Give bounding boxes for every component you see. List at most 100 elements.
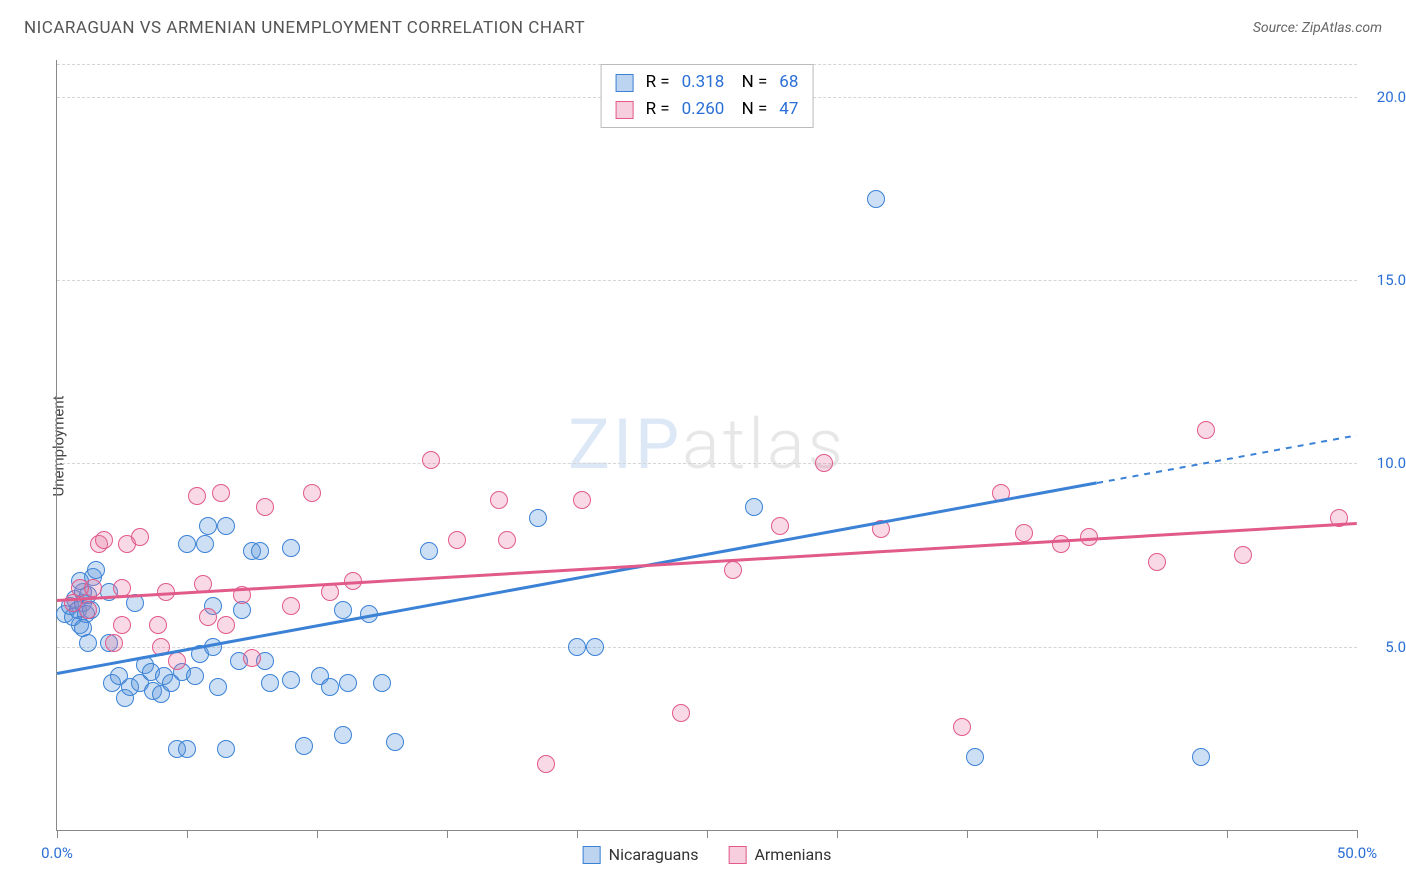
scatter-point	[199, 608, 217, 626]
scatter-point	[1015, 524, 1033, 542]
scatter-point	[199, 517, 217, 535]
scatter-point	[79, 601, 97, 619]
scatter-point	[490, 491, 508, 509]
scatter-point	[339, 674, 357, 692]
stat-n-value: 47	[779, 96, 798, 123]
ytick-label: 15.0%	[1362, 271, 1406, 289]
scatter-point	[1148, 553, 1166, 571]
scatter-point	[386, 733, 404, 751]
ytick-label: 20.0%	[1362, 88, 1406, 106]
scatter-point	[95, 531, 113, 549]
stats-row: R = 0.260 N = 47	[616, 96, 799, 123]
scatter-point	[1052, 535, 1070, 553]
stat-r-label: R =	[646, 69, 670, 96]
scatter-point	[131, 528, 149, 546]
scatter-point	[1234, 546, 1252, 564]
scatter-point	[303, 484, 321, 502]
legend-swatch	[583, 846, 601, 864]
stat-n-label: N =	[742, 96, 768, 123]
stats-row: R = 0.318 N = 68	[616, 69, 799, 96]
scatter-point	[867, 190, 885, 208]
xtick	[317, 830, 318, 838]
scatter-point	[771, 517, 789, 535]
watermark-atlas: atlas	[682, 404, 846, 486]
scatter-point	[87, 561, 105, 579]
scatter-point	[586, 638, 604, 656]
scatter-point	[1192, 748, 1210, 766]
gridline-h	[57, 463, 1357, 464]
title-bar: NICARAGUAN VS ARMENIAN UNEMPLOYMENT CORR…	[24, 12, 1382, 44]
scatter-point	[448, 531, 466, 549]
scatter-point	[162, 674, 180, 692]
xtick	[447, 830, 448, 838]
stat-n-value: 68	[779, 69, 798, 96]
scatter-point	[251, 542, 269, 560]
legend-swatch	[728, 846, 746, 864]
xtick	[837, 830, 838, 838]
legend-label: Armenians	[754, 845, 831, 864]
xtick	[57, 830, 58, 838]
scatter-point	[334, 726, 352, 744]
scatter-point	[420, 542, 438, 560]
stat-n-label: N =	[742, 69, 768, 96]
scatter-point	[149, 616, 167, 634]
xtick	[1227, 830, 1228, 838]
scatter-point	[724, 561, 742, 579]
scatter-point	[282, 539, 300, 557]
watermark-zip: ZIP	[568, 404, 682, 486]
scatter-point	[953, 718, 971, 736]
scatter-point	[282, 671, 300, 689]
scatter-point	[537, 755, 555, 773]
legend-label: Nicaraguans	[609, 845, 699, 864]
watermark: ZIPatlas	[568, 404, 846, 486]
ytick-label: 5.0%	[1362, 638, 1406, 656]
scatter-point	[334, 601, 352, 619]
scatter-point	[373, 674, 391, 692]
scatter-point	[178, 740, 196, 758]
xtick	[967, 830, 968, 838]
scatter-point	[529, 509, 547, 527]
xtick	[1097, 830, 1098, 838]
scatter-point	[1197, 421, 1215, 439]
legend-item: Nicaraguans	[583, 845, 699, 864]
plot-area: ZIPatlas R =0.318N =68R =0.260N =47 Nica…	[56, 60, 1357, 831]
scatter-point	[79, 634, 97, 652]
xtick-label: 50.0%	[1337, 844, 1377, 862]
gridline-h	[57, 280, 1357, 281]
scatter-point	[209, 678, 227, 696]
scatter-point	[422, 451, 440, 469]
scatter-point	[188, 487, 206, 505]
scatter-point	[573, 491, 591, 509]
scatter-point	[745, 498, 763, 516]
stat-r-value: 0.318	[682, 69, 730, 96]
scatter-point	[105, 634, 123, 652]
chart-title: NICARAGUAN VS ARMENIAN UNEMPLOYMENT CORR…	[24, 18, 585, 38]
scatter-point	[261, 674, 279, 692]
stats-legend-box: R = 0.318 N = 68 R = 0.260 N = 47	[601, 64, 814, 128]
legend-item: Armenians	[728, 845, 831, 864]
scatter-point	[168, 652, 186, 670]
legend-swatch	[616, 101, 634, 119]
scatter-point	[966, 748, 984, 766]
gridline-h	[57, 647, 1357, 648]
scatter-point	[295, 737, 313, 755]
scatter-point	[196, 535, 214, 553]
stat-r-value: 0.260	[682, 96, 730, 123]
stat-r-label: R =	[646, 96, 670, 123]
scatter-point	[84, 579, 102, 597]
xtick	[577, 830, 578, 838]
scatter-point	[672, 704, 690, 722]
scatter-point	[282, 597, 300, 615]
source-label: Source: ZipAtlas.com	[1253, 20, 1382, 36]
scatter-point	[256, 498, 274, 516]
scatter-point	[212, 484, 230, 502]
scatter-point	[243, 649, 261, 667]
legend-swatch	[616, 74, 634, 92]
xtick	[1357, 830, 1358, 838]
bottom-legend: Nicaraguans Armenians	[583, 845, 832, 864]
scatter-point	[113, 616, 131, 634]
xtick-label: 0.0%	[41, 844, 73, 862]
trend-line	[1097, 434, 1357, 484]
scatter-point	[217, 616, 235, 634]
scatter-point	[217, 740, 235, 758]
